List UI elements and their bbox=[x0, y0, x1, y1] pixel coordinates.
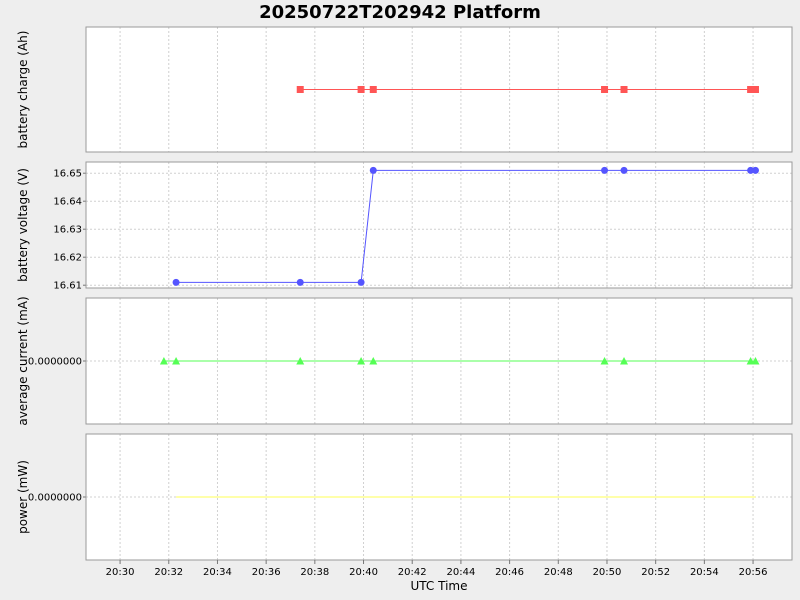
x-tick-label: 20:34 bbox=[203, 567, 232, 578]
data-point bbox=[296, 86, 304, 93]
series-1 bbox=[296, 86, 759, 93]
y-tick-label: 16.63 bbox=[53, 225, 82, 236]
x-tick-label: 20:40 bbox=[349, 567, 378, 578]
y-tick-label: 16.64 bbox=[53, 197, 82, 208]
data-point bbox=[357, 278, 365, 286]
x-tick-label: 20:56 bbox=[739, 567, 768, 578]
x-tick-label: 20:50 bbox=[593, 567, 622, 578]
data-point bbox=[296, 278, 304, 286]
panel-1: battery charge (Ah) bbox=[16, 26, 793, 153]
data-point bbox=[600, 357, 609, 365]
x-tick-label: 20:44 bbox=[446, 567, 475, 578]
data-point bbox=[172, 278, 180, 286]
data-point bbox=[747, 86, 755, 93]
data-point bbox=[369, 166, 377, 174]
data-point bbox=[172, 357, 181, 365]
series-1 bbox=[159, 357, 760, 365]
plot-border bbox=[85, 433, 793, 561]
y-axis-label: battery voltage (V) bbox=[16, 168, 30, 282]
data-point bbox=[620, 357, 629, 365]
plot-background bbox=[86, 162, 792, 288]
data-point bbox=[296, 357, 305, 365]
panel-2: 16.61 16.62 16.63 16.64 16.65 battery voltage… bbox=[16, 161, 793, 292]
x-tick-label: 20:48 bbox=[544, 567, 573, 578]
x-tick-label: 20:52 bbox=[641, 567, 670, 578]
data-point bbox=[620, 86, 628, 93]
chart-panels: battery charge (Ah)16.6116.6216.6316.641… bbox=[16, 26, 793, 561]
y-tick-label: 16.61 bbox=[53, 281, 82, 292]
x-tick-label: 20:32 bbox=[154, 567, 183, 578]
data-point bbox=[369, 86, 377, 93]
chart-title: 20250722T202942 Platform bbox=[259, 2, 541, 23]
data-point bbox=[159, 357, 168, 365]
data-point bbox=[747, 166, 755, 174]
plot-border bbox=[85, 297, 793, 425]
y-tick-label: 0.0000000 bbox=[28, 493, 82, 504]
y-tick-label: 0.0000000 bbox=[28, 357, 82, 368]
y-tick-label: 16.65 bbox=[53, 169, 82, 180]
data-point bbox=[620, 166, 628, 174]
y-axis-label: average current (mA) bbox=[16, 296, 30, 425]
y-tick-label: 16.62 bbox=[53, 253, 82, 264]
data-point bbox=[357, 86, 365, 93]
data-point bbox=[751, 357, 760, 365]
x-tick-label: 20:46 bbox=[495, 567, 524, 578]
data-point bbox=[751, 86, 759, 93]
x-tick-label: 20:38 bbox=[300, 567, 329, 578]
series-1 bbox=[172, 166, 759, 286]
y-axis-label: power (mW) bbox=[16, 460, 30, 534]
x-axis: 20:30 20:32 20:34 20:36 20:38 20:40 20:42 20:44… bbox=[106, 560, 768, 578]
plot-border bbox=[85, 26, 793, 153]
x-tick-label: 20:54 bbox=[690, 567, 719, 578]
data-point bbox=[601, 86, 609, 93]
series-line bbox=[176, 169, 756, 283]
data-point bbox=[369, 357, 378, 365]
x-axis-label: UTC Time bbox=[411, 579, 468, 593]
x-tick-label: 20:30 bbox=[106, 567, 135, 578]
x-tick-label: 20:36 bbox=[252, 567, 281, 578]
data-point bbox=[751, 166, 759, 174]
data-point bbox=[601, 166, 609, 174]
data-point bbox=[357, 357, 366, 365]
plot-border bbox=[85, 161, 793, 289]
y-axis-label: battery charge (Ah) bbox=[16, 31, 30, 149]
x-tick-label: 20:42 bbox=[398, 567, 427, 578]
